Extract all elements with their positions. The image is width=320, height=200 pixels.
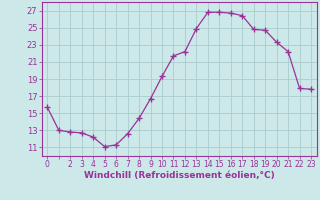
X-axis label: Windchill (Refroidissement éolien,°C): Windchill (Refroidissement éolien,°C): [84, 171, 275, 180]
